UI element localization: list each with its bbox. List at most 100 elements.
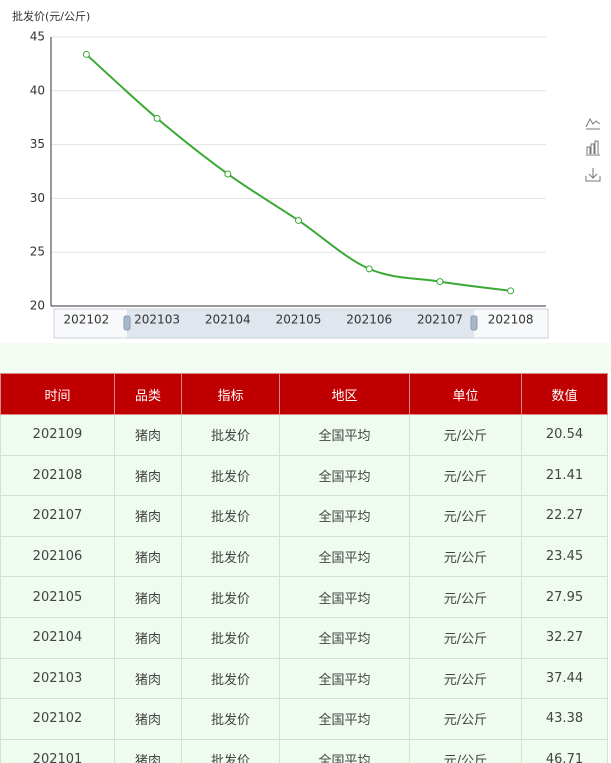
table-cell: 猪肉	[114, 576, 182, 618]
table-cell: 全国平均	[279, 738, 410, 763]
table-cell: 202106	[0, 535, 115, 578]
table-row: 202108 猪肉 批发价 全国平均 元/公斤 21.41	[0, 454, 608, 497]
table-cell: 猪肉	[114, 454, 182, 497]
column-header: 品类	[114, 373, 182, 415]
table-row: 202109 猪肉 批发价 全国平均 元/公斤 20.54	[0, 414, 608, 456]
column-header: 地区	[279, 373, 410, 415]
table-cell: 全国平均	[279, 535, 410, 578]
y-tick-label: 20	[30, 299, 45, 313]
table-cell: 元/公斤	[409, 657, 522, 700]
point	[295, 216, 302, 224]
x-tick-label: 202105	[276, 313, 322, 327]
point	[82, 50, 90, 58]
table-cell: 37.44	[521, 657, 608, 700]
table-cell: 202109	[0, 414, 115, 456]
table-row: 202103 猪肉 批发价 全国平均 元/公斤 37.44	[0, 657, 608, 700]
zoom-handle	[470, 315, 478, 331]
y-tick-label: 25	[30, 245, 45, 259]
table-cell: 23.45	[521, 535, 608, 578]
table-cell: 猪肉	[114, 495, 182, 537]
table-cell: 猪肉	[114, 535, 182, 578]
table-cell: 202108	[0, 454, 115, 497]
table-cell: 元/公斤	[409, 576, 522, 618]
y-axis-label: 批发价(元/公斤)	[12, 9, 90, 23]
column-header: 时间	[0, 373, 115, 415]
table-cell: 元/公斤	[409, 414, 522, 456]
table-cell: 猪肉	[114, 738, 182, 763]
table-cell: 批发价	[181, 454, 280, 497]
table-cell: 批发价	[181, 738, 280, 763]
table-cell: 元/公斤	[409, 535, 522, 578]
table-cell: 20.54	[521, 414, 608, 456]
line-icon[interactable]	[585, 117, 601, 130]
table-cell: 批发价	[181, 698, 280, 740]
table-cell: 全国平均	[279, 616, 410, 659]
table-row: 202101 猪肉 批发价 全国平均 元/公斤 46.71	[0, 738, 608, 763]
table-cell: 元/公斤	[409, 454, 522, 497]
zoom-handle	[123, 315, 131, 331]
y-tick-label: 35	[30, 137, 45, 151]
table-cell: 27.95	[521, 576, 608, 618]
table-cell: 全国平均	[279, 657, 410, 700]
table-cell: 202101	[0, 738, 115, 763]
series-line	[85, 53, 511, 292]
table-cell: 22.27	[521, 495, 608, 537]
table-row: 202102 猪肉 批发价 全国平均 元/公斤 43.38	[0, 698, 608, 740]
table-cell: 批发价	[181, 576, 280, 618]
x-tick-label: 202107	[417, 313, 463, 327]
table-row: 202106 猪肉 批发价 全国平均 元/公斤 23.45	[0, 535, 608, 578]
bar-icon[interactable]	[586, 140, 600, 156]
table-cell: 批发价	[181, 657, 280, 700]
table-cell: 202107	[0, 495, 115, 537]
background-band	[0, 343, 611, 373]
header-row: 时间 品类 指标 地区 单位 数值	[0, 373, 608, 415]
table-cell: 202105	[0, 576, 115, 618]
table-cell: 元/公斤	[409, 616, 522, 659]
table-row: 202105 猪肉 批发价 全国平均 元/公斤 27.95	[0, 576, 608, 618]
y-tick-label: 40	[30, 83, 45, 97]
table-row: 202104 猪肉 批发价 全国平均 元/公斤 32.27	[0, 616, 608, 659]
toolbox	[585, 117, 601, 182]
table-cell: 全国平均	[279, 698, 410, 740]
y-tick-label: 45	[30, 30, 45, 44]
table-cell: 猪肉	[114, 616, 182, 659]
data-table: 时间 品类 指标 地区 单位 数值 202109 猪肉 批发价 全国平均 元/公斤 20.54 2021…	[0, 373, 608, 763]
table-cell: 46.71	[521, 738, 608, 763]
table-cell: 43.38	[521, 698, 608, 740]
table-cell: 元/公斤	[409, 698, 522, 740]
table-cell: 猪肉	[114, 698, 182, 740]
y-tick-label: 30	[30, 191, 45, 205]
point	[365, 265, 373, 273]
table-cell: 全国平均	[279, 576, 410, 618]
point	[153, 114, 161, 122]
table-cell: 批发价	[181, 616, 280, 659]
column-header: 数值	[521, 373, 608, 415]
table-row: 202107 猪肉 批发价 全国平均 元/公斤 22.27	[0, 495, 608, 537]
download-icon[interactable]	[585, 168, 601, 182]
table-cell: 元/公斤	[409, 495, 522, 537]
table-cell: 21.41	[521, 454, 608, 497]
table-cell: 批发价	[181, 535, 280, 578]
table-cell: 全国平均	[279, 414, 410, 456]
x-tick-label: 202104	[205, 313, 251, 327]
table-cell: 批发价	[181, 414, 280, 456]
chart: 批发价(元/公斤) 20 25 30 35 40 45 202102 202103 202104…	[12, 9, 601, 339]
table-cell: 全国平均	[279, 454, 410, 497]
table-cell: 202104	[0, 616, 115, 659]
x-tick-label: 202108	[488, 313, 534, 327]
table-cell: 全国平均	[279, 495, 410, 537]
table-cell: 批发价	[181, 495, 280, 537]
x-tick-label: 202103	[134, 313, 180, 327]
column-header: 单位	[409, 373, 522, 415]
table-cell: 202102	[0, 698, 115, 740]
point	[436, 278, 444, 286]
table-cell: 元/公斤	[409, 738, 522, 763]
table-cell: 32.27	[521, 616, 608, 659]
x-tick-label: 202106	[346, 313, 392, 327]
x-tick-label: 202102	[63, 313, 109, 327]
point	[224, 170, 232, 178]
table-cell: 202103	[0, 657, 115, 700]
column-header: 指标	[181, 373, 280, 415]
table-cell: 猪肉	[114, 657, 182, 700]
